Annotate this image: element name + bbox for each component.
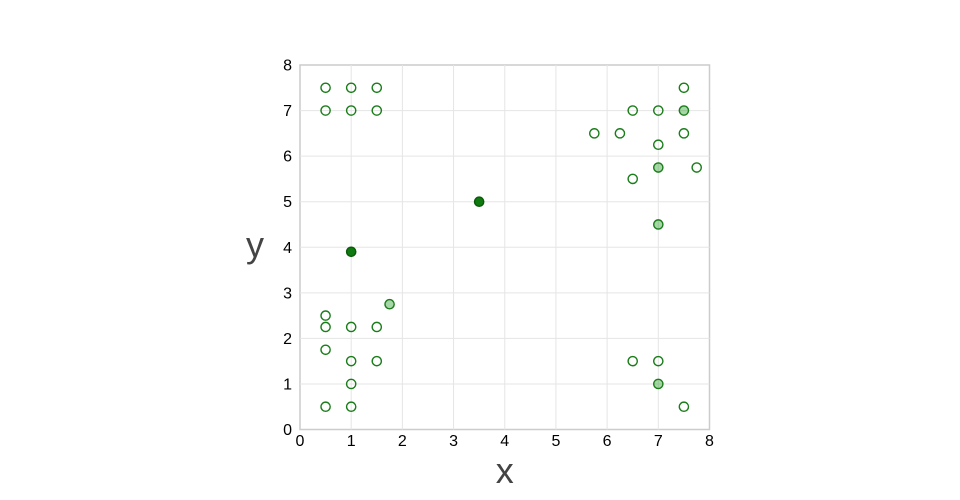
svg-text:6: 6: [283, 149, 292, 166]
svg-text:7: 7: [283, 103, 292, 120]
svg-text:7: 7: [654, 433, 663, 450]
svg-text:6: 6: [603, 433, 612, 450]
svg-text:8: 8: [705, 433, 714, 450]
svg-text:2: 2: [283, 331, 292, 348]
svg-text:3: 3: [449, 433, 458, 450]
svg-text:4: 4: [283, 240, 292, 257]
svg-text:5: 5: [551, 433, 560, 450]
svg-text:x: x: [496, 450, 514, 491]
svg-text:2: 2: [398, 433, 407, 450]
svg-text:1: 1: [283, 376, 292, 393]
svg-text:8: 8: [283, 58, 292, 75]
svg-text:y: y: [246, 224, 264, 265]
svg-text:3: 3: [283, 285, 292, 302]
svg-text:0: 0: [296, 433, 305, 450]
svg-text:1: 1: [347, 433, 356, 450]
svg-text:0: 0: [283, 422, 292, 439]
svg-text:4: 4: [500, 433, 509, 450]
svg-text:5: 5: [283, 194, 292, 211]
